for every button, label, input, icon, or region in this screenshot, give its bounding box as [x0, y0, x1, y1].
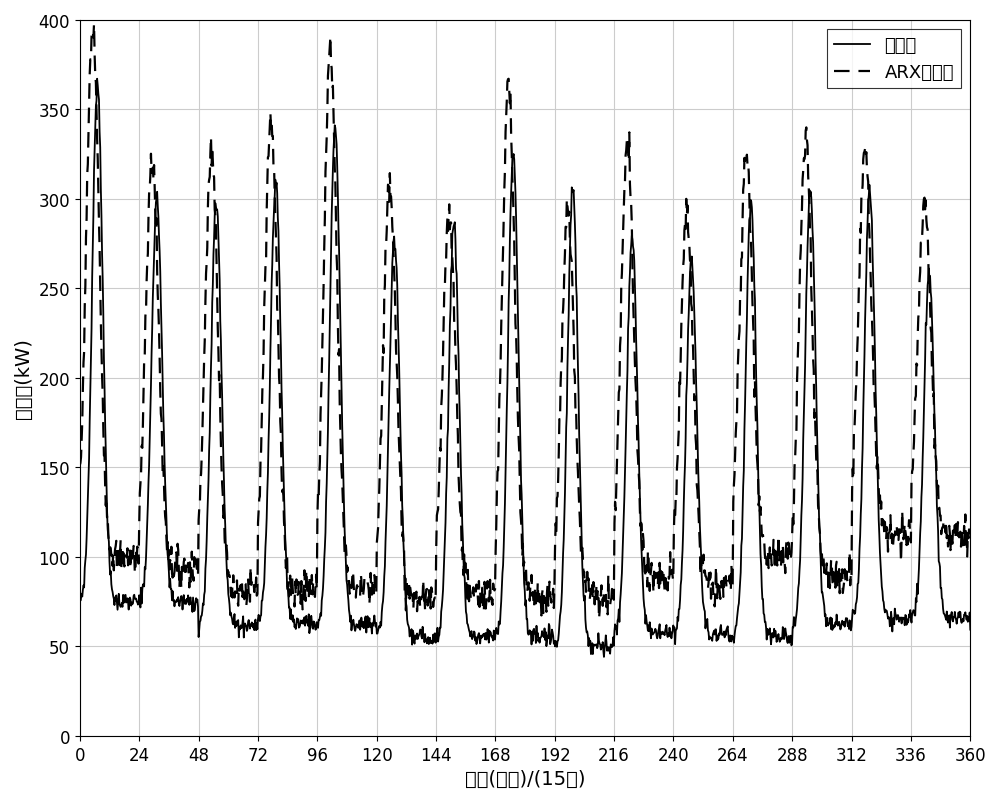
实测值 [598, 652, 610, 662]
ARX预测值 [74, 461, 86, 471]
实测值 [860, 291, 872, 301]
Line: 实测值: 实测值 [80, 79, 970, 657]
ARX预测值 [88, 20, 100, 30]
实测值 [272, 227, 284, 237]
实测值 [372, 626, 384, 636]
ARX预测值 [251, 591, 263, 601]
Y-axis label: 冷负荷(kW): 冷负荷(kW) [14, 338, 33, 419]
实测值 [665, 627, 677, 637]
实测值 [91, 75, 103, 84]
ARX预测值 [593, 614, 605, 624]
Legend: 实测值, ARX预测值: 实测值, ARX预测值 [827, 30, 961, 89]
ARX预测值 [272, 339, 284, 349]
ARX预测值 [372, 524, 384, 533]
Line: ARX预测值: ARX预测值 [80, 25, 970, 619]
ARX预测值 [781, 537, 793, 546]
ARX预测值 [860, 152, 872, 161]
ARX预测值 [665, 569, 677, 579]
实测值 [251, 618, 263, 628]
ARX预测值 [964, 533, 976, 542]
实测值 [74, 588, 86, 597]
实测值 [964, 625, 976, 634]
实测值 [781, 637, 793, 646]
X-axis label: 时间(小时)/(15天): 时间(小时)/(15天) [465, 769, 585, 788]
